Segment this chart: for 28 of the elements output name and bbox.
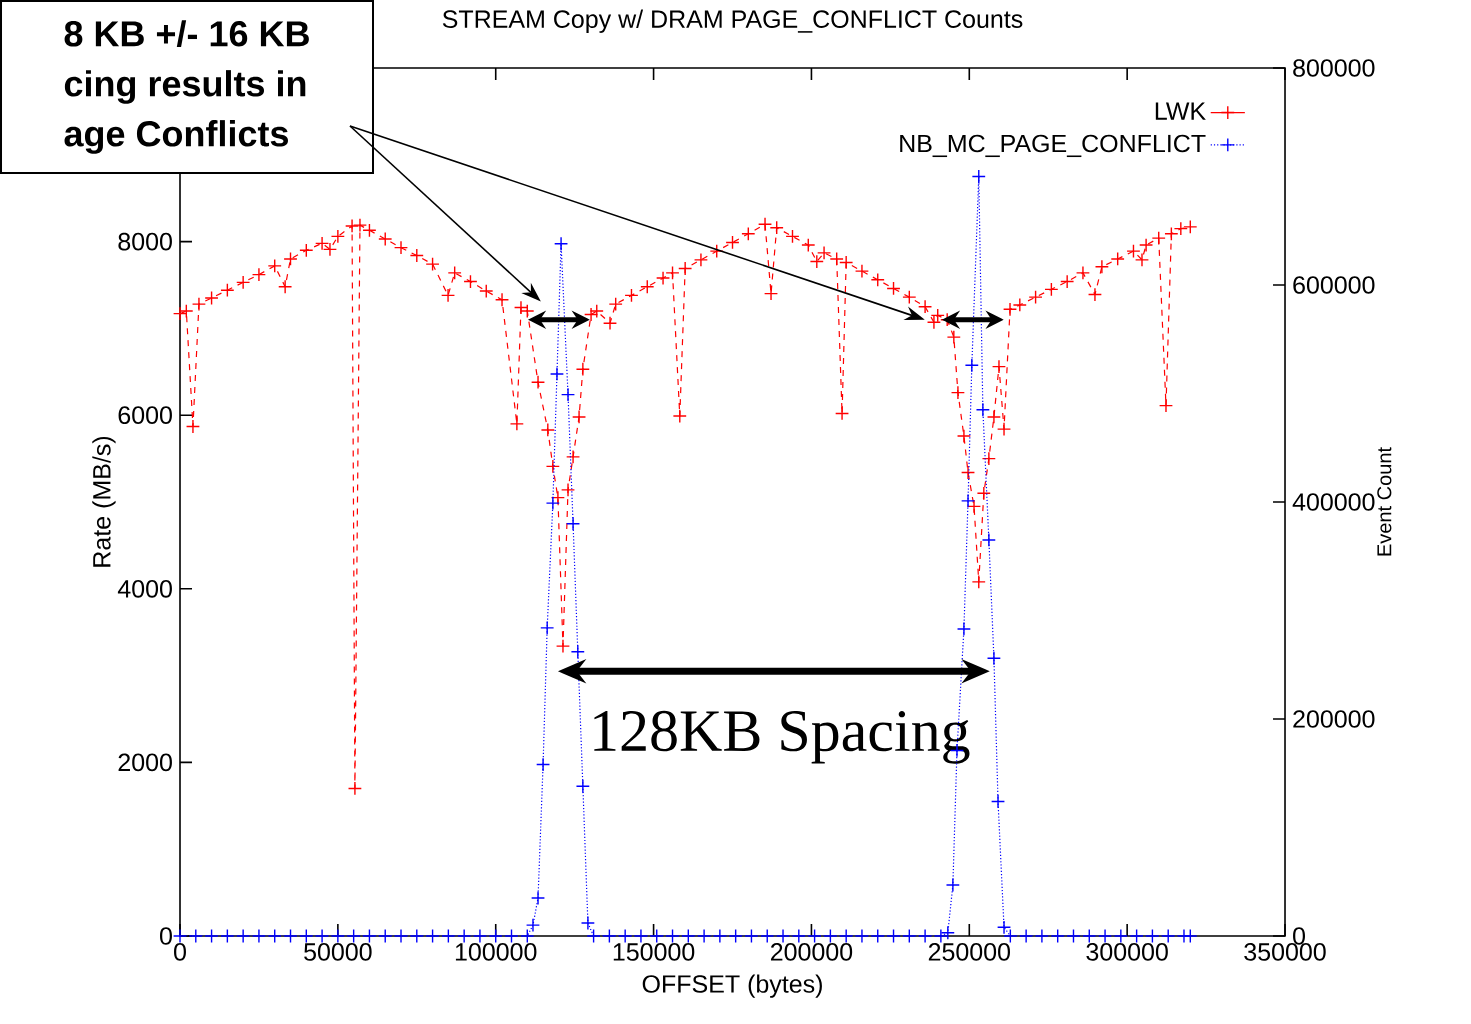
y-tick-label: 4000 [117, 579, 172, 598]
x-tick-label: 350000 [1244, 943, 1326, 961]
x-tick-label: 0 [174, 943, 186, 961]
legend-label: NB_MC_PAGE_CONFLICT [900, 134, 1206, 158]
y-tick-label: 0 [160, 927, 172, 945]
x-tick-label: 100000 [455, 943, 537, 961]
annotation: cing results in [64, 70, 306, 104]
legend-label: LWK [1155, 102, 1206, 120]
annotation: 128KB Spacing [594, 710, 970, 764]
y2-tick-label: 200000 [1293, 710, 1375, 728]
y2-tick-label: 600000 [1293, 276, 1375, 294]
x-tick-label: 50000 [304, 943, 372, 961]
x-axis-title: OFFSET (bytes) [642, 974, 822, 998]
chart-title: STREAM Copy w/ DRAM PAGE_CONFLICT Counts [442, 9, 1023, 33]
y2-tick-label: 0 [1293, 927, 1305, 945]
x-tick-label: 300000 [1086, 943, 1168, 961]
y2-tick-label: 400000 [1292, 493, 1375, 511]
x-tick-label: 200000 [770, 943, 853, 961]
annotation: age Conflicts [64, 120, 288, 154]
x-tick-label: 250000 [928, 943, 1011, 961]
y2-tick-label: 800000 [1293, 59, 1375, 77]
y-tick-label: 2000 [118, 753, 172, 772]
y2-axis-title: Event Count [1377, 447, 1392, 556]
y-axis-title: Rate (MB/s) [92, 436, 116, 567]
text: 8 KB +/- 16 KB [64, 20, 309, 47]
x-tick-label: 150000 [613, 943, 695, 961]
y-tick-label: 6000 [118, 406, 172, 425]
y-tick-label: 8000 [118, 232, 172, 251]
